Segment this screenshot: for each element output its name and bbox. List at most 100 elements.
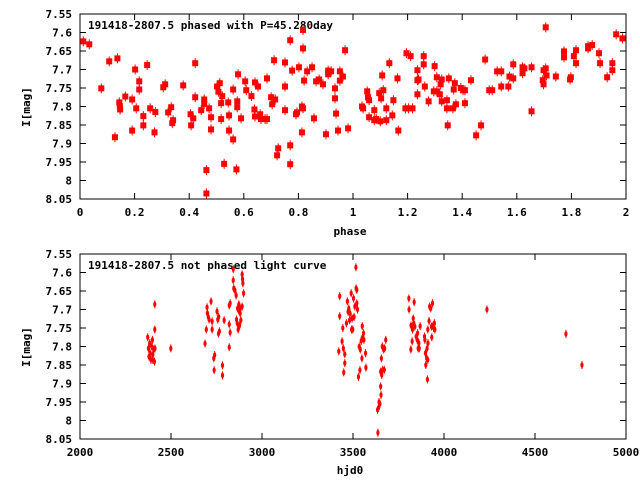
data-point	[382, 365, 386, 374]
data-point	[426, 355, 430, 364]
data-point	[234, 102, 241, 113]
data-point	[190, 113, 197, 124]
data-point	[410, 337, 414, 346]
data-point	[242, 289, 246, 298]
data-point	[243, 85, 250, 96]
data-point	[363, 349, 368, 358]
data-point	[542, 63, 549, 74]
data-point	[343, 359, 347, 368]
data-point	[203, 339, 207, 348]
data-point	[148, 349, 152, 358]
x-tick-label: 2	[623, 206, 630, 219]
data-point	[340, 337, 344, 346]
y-axis-label: I[mag]	[20, 87, 33, 127]
data-point	[407, 305, 411, 314]
data-point	[248, 91, 255, 102]
data-point	[405, 103, 412, 114]
y-tick-label: 7.55	[46, 8, 73, 21]
data-point	[528, 106, 535, 117]
data-point	[140, 120, 147, 131]
data-point	[188, 120, 195, 131]
data-point	[353, 302, 357, 311]
data-point	[300, 24, 307, 35]
data-point	[438, 74, 445, 85]
data-point	[208, 124, 215, 135]
data-point	[345, 123, 352, 134]
data-point	[251, 104, 258, 115]
data-point	[407, 294, 411, 303]
data-point	[619, 33, 626, 44]
y-tick-label: 7.85	[46, 359, 73, 372]
data-point	[567, 72, 574, 83]
data-point	[416, 329, 420, 338]
x-tick-label: 3500	[340, 446, 367, 459]
data-point	[409, 345, 413, 354]
data-point	[206, 103, 213, 114]
data-point	[98, 83, 105, 94]
data-point	[289, 65, 296, 76]
data-point	[151, 355, 155, 364]
data-point	[436, 89, 443, 100]
data-point	[528, 62, 535, 73]
data-point	[203, 188, 210, 199]
data-point	[168, 102, 175, 113]
data-point	[216, 78, 223, 89]
data-point	[420, 59, 427, 70]
data-point	[418, 322, 422, 331]
data-point	[425, 375, 430, 384]
x-tick-label: 0.8	[288, 206, 308, 219]
data-point	[153, 300, 157, 309]
data-point	[597, 58, 604, 69]
data-point	[349, 289, 353, 298]
data-point	[226, 125, 233, 136]
data-point	[192, 58, 199, 69]
data-point	[564, 329, 568, 338]
data-point	[417, 344, 421, 353]
plot-frame	[79, 253, 627, 440]
data-point	[269, 99, 276, 110]
data-point	[342, 368, 346, 377]
data-point	[220, 361, 225, 370]
data-point	[271, 55, 278, 66]
data-point	[351, 325, 355, 334]
x-tick-label: 2500	[158, 446, 185, 459]
data-point	[449, 103, 456, 114]
data-point	[383, 103, 390, 114]
data-point	[133, 103, 140, 114]
data-point	[150, 335, 155, 344]
data-point	[467, 75, 474, 86]
data-point	[379, 354, 383, 363]
y-tick-label: 8	[65, 175, 72, 188]
data-point	[344, 319, 349, 328]
data-point	[360, 322, 364, 331]
data-point	[358, 366, 362, 375]
data-point	[394, 73, 401, 84]
data-point	[331, 93, 338, 104]
data-point	[552, 71, 559, 82]
data-point	[274, 150, 281, 161]
data-point	[140, 111, 147, 122]
data-point	[212, 366, 216, 375]
y-tick-label: 7.75	[46, 322, 73, 335]
data-point	[147, 103, 154, 114]
data-point	[376, 403, 381, 412]
data-point	[264, 114, 271, 125]
data-point	[355, 299, 359, 308]
y-tick-label: 7.95	[46, 156, 73, 169]
data-point	[129, 125, 136, 136]
data-point	[316, 74, 323, 85]
data-point	[331, 83, 338, 94]
data-point	[231, 265, 235, 274]
x-tick-label: 0.2	[125, 206, 145, 219]
data-point	[498, 66, 505, 77]
x-tick-label: 0	[77, 206, 84, 219]
data-point	[295, 62, 302, 73]
data-point	[227, 320, 231, 329]
data-point	[122, 91, 129, 102]
data-point	[235, 69, 242, 80]
data-point	[341, 324, 345, 332]
data-point	[424, 361, 428, 369]
y-tick-label: 7.6	[52, 267, 72, 280]
data-point	[505, 81, 512, 92]
data-point	[358, 345, 362, 354]
